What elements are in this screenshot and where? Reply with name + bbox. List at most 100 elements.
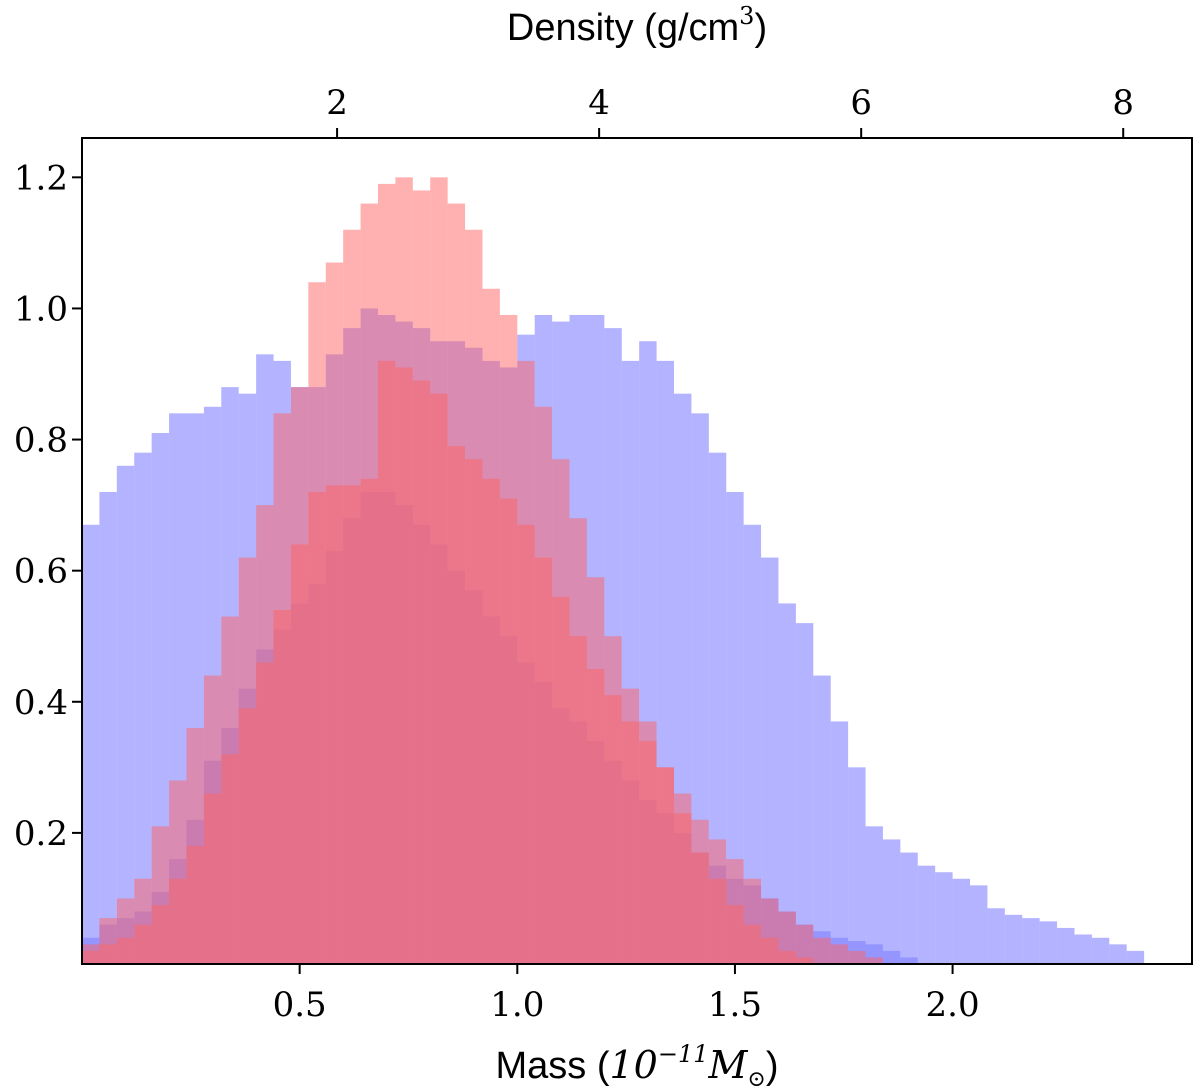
series-4-bar: [604, 695, 622, 964]
x-axis-title-exponent: −11: [658, 1040, 709, 1068]
series-1-bar: [708, 452, 727, 964]
series-1-bar: [1126, 950, 1145, 964]
x-axis-title-subscript: ⊙: [747, 1067, 765, 1089]
series-4-bar: [82, 950, 100, 964]
x-tick-label: 1.0: [490, 985, 544, 1025]
series-4-bar: [795, 924, 814, 964]
y-tick-label: 1.0: [14, 289, 68, 329]
x2-axis-title-suffix: ): [754, 7, 767, 49]
x2-axis-ticks: 2 4 6 8: [326, 83, 1134, 138]
series-4-bar: [552, 596, 570, 964]
series-1-bar: [761, 557, 779, 964]
series-4-bar: [203, 793, 222, 964]
y-tick-label: 0.8: [14, 421, 68, 461]
series-4-bar: [726, 859, 744, 964]
histogram-bars: [82, 177, 1145, 964]
series-4-bar: [325, 485, 344, 964]
series-1-bar: [830, 721, 849, 964]
series-1-bar: [1091, 937, 1110, 964]
series-4-bar: [116, 937, 135, 964]
series-1-bar: [1057, 927, 1075, 964]
series-4-bar: [656, 767, 674, 964]
y-axis-ticks: 0.2 0.4 0.6 0.8 1.0 1.2: [14, 158, 82, 854]
series-4-bar: [813, 937, 831, 964]
x2-axis-title-text: Density (g/cm: [507, 7, 739, 49]
x-tick-label: 0.5: [273, 985, 327, 1025]
series-1-bar: [882, 839, 901, 964]
y-tick-label: 0.6: [14, 552, 68, 592]
series-4-bar: [499, 498, 518, 964]
series-4-bar: [308, 492, 326, 964]
y-tick-label: 1.2: [14, 158, 68, 198]
series-4-bar: [430, 393, 448, 964]
x2-tick-label: 6: [850, 83, 872, 123]
x-axis-ticks: 0.5 1.0 1.5 2.0: [273, 964, 980, 1025]
series-4-bar: [743, 878, 762, 964]
series-1-bar: [917, 865, 936, 964]
y-tick-label: 0.4: [14, 683, 68, 723]
series-2-bar: [900, 957, 918, 964]
series-2-bar: [882, 950, 901, 964]
series-1-bar: [726, 492, 744, 964]
series-1-bar: [1109, 944, 1127, 964]
plot-frame: [81, 137, 1193, 965]
x2-tick-label: 2: [326, 83, 348, 123]
series-1-bar: [1039, 921, 1058, 964]
series-4-bar: [151, 905, 170, 964]
series-1-bar: [743, 524, 762, 964]
series-1-bar: [848, 767, 866, 964]
series-4-bar: [674, 793, 692, 964]
series-4-bar: [691, 819, 709, 964]
series-4-bar: [378, 360, 396, 964]
x-tick-label: 2.0: [926, 985, 980, 1025]
series-4-bar: [569, 636, 587, 964]
series-4-bar: [169, 878, 187, 964]
x-axis-title-prefix: Mass (: [495, 1045, 609, 1087]
series-4-bar: [778, 911, 796, 964]
x-axis-title-suffix: ): [766, 1045, 779, 1087]
series-1-bar: [1004, 914, 1023, 964]
series-4-bar: [343, 485, 361, 964]
series-1-bar: [987, 908, 1005, 964]
series-1-bar: [813, 675, 831, 964]
series-1-bar: [865, 826, 883, 964]
x-axis-title: Mass (10−11M⊙): [495, 1040, 778, 1089]
series-4-bar: [360, 478, 378, 964]
series-4-bar: [621, 721, 640, 964]
x2-tick-label: 4: [588, 83, 610, 123]
series-4-bar: [290, 544, 309, 964]
series-1-bar: [134, 452, 152, 964]
series-4-bar: [465, 459, 483, 964]
series-4-bar: [238, 708, 257, 964]
series-4-bar: [708, 839, 727, 964]
series-1-bar: [99, 492, 117, 964]
series-4-bar: [865, 957, 883, 964]
x-axis-title-unit: M: [708, 1043, 749, 1087]
series-4-bar: [186, 846, 204, 964]
series-4-bar: [830, 944, 849, 964]
series-4-bar: [395, 367, 413, 964]
series-1-bar: [1022, 918, 1040, 964]
x2-tick-label: 8: [1112, 83, 1134, 123]
series-1-bar: [1074, 934, 1092, 964]
series-4-bar: [447, 446, 466, 964]
series-4-bar: [761, 898, 779, 964]
series-4: [82, 360, 883, 964]
series-4-bar: [412, 380, 431, 964]
x2-axis-title: Density (g/cm3): [507, 2, 767, 49]
series-1-bar: [900, 852, 918, 964]
series-1-bar: [970, 885, 988, 964]
series-4-bar: [256, 662, 274, 964]
series-1-bar: [795, 623, 814, 964]
x-axis-title-base: 10: [609, 1043, 657, 1087]
x2-axis-title-exponent: 3: [739, 2, 754, 30]
series-4-bar: [273, 610, 291, 964]
series-1-bar: [778, 603, 796, 964]
series-1-bar: [935, 872, 953, 964]
series-4-bar: [639, 741, 657, 964]
series-4-bar: [586, 669, 605, 964]
series-4-bar: [134, 924, 152, 964]
y-tick-label: 0.2: [14, 814, 68, 854]
series-1-bar: [116, 465, 135, 964]
